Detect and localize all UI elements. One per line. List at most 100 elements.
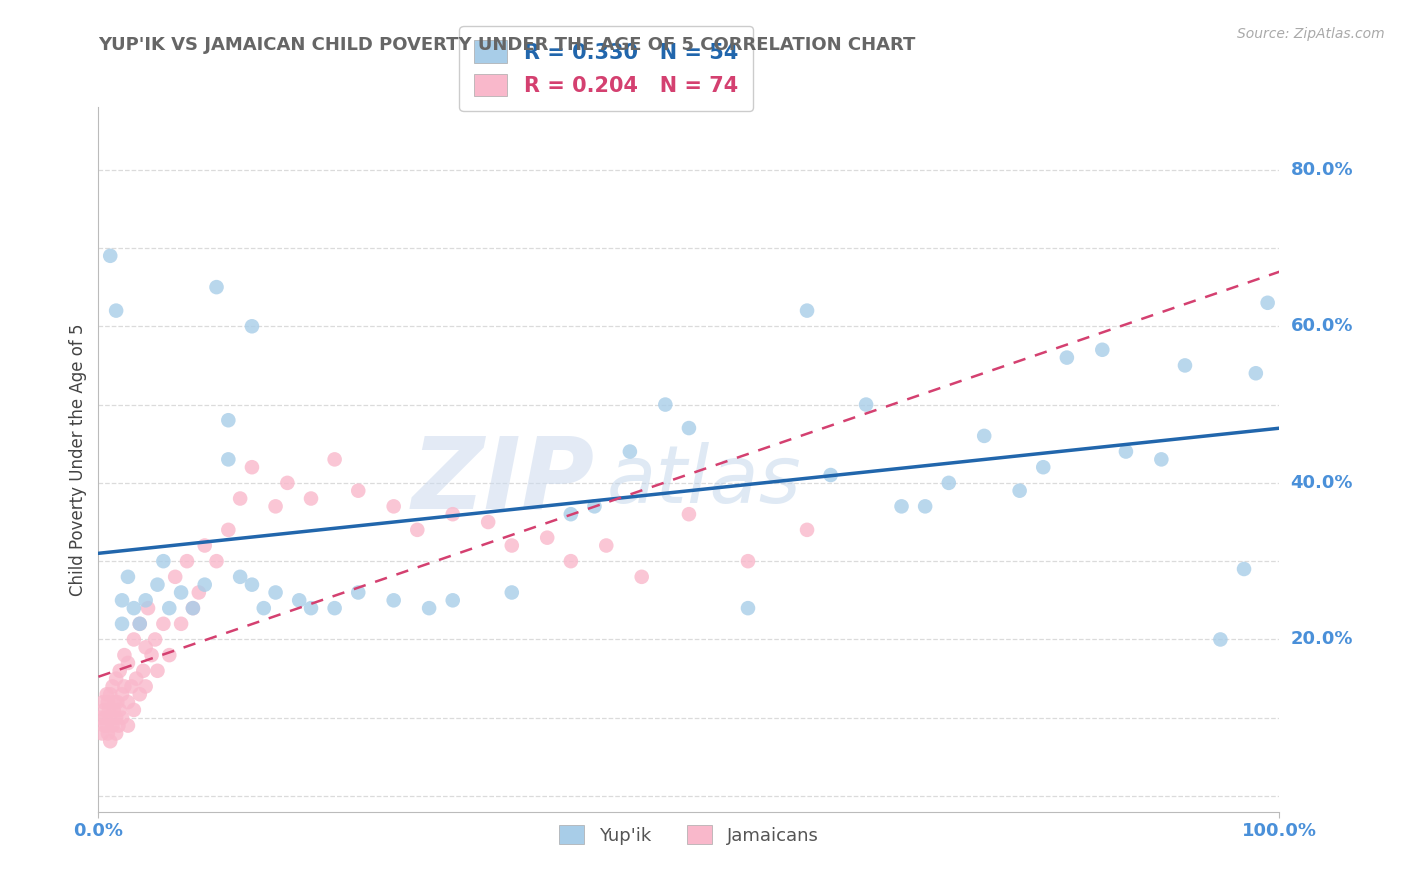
Point [152,554,174,568]
Point [117,718,139,732]
Point [90,711,112,725]
Point [165,570,187,584]
Text: atlas: atlas [606,442,801,519]
Point [181,601,204,615]
Text: 60.0%: 60.0% [1291,318,1353,335]
Point [112,648,135,662]
Point [98,711,121,725]
Point [229,491,252,506]
Point [406,523,429,537]
Point [103,703,125,717]
Point [217,523,239,537]
Point [630,570,652,584]
Point [101,680,124,694]
Point [477,515,499,529]
Point [382,593,405,607]
Point [205,554,228,568]
Point [501,585,523,599]
Point [98,734,121,748]
Point [108,703,131,717]
Point [1233,562,1256,576]
Text: Source: ZipAtlas.com: Source: ZipAtlas.com [1237,27,1385,41]
Point [157,601,180,615]
Point [93,703,115,717]
Point [117,695,139,709]
Point [583,500,606,514]
Point [111,616,134,631]
Point [91,726,114,740]
Point [146,577,169,591]
Point [820,468,842,483]
Point [855,398,877,412]
Point [146,664,169,678]
Point [654,398,676,412]
Point [205,280,228,294]
Point [1209,632,1232,647]
Point [128,616,150,631]
Point [91,695,114,709]
Point [128,687,150,701]
Point [93,718,115,732]
Point [105,711,128,725]
Text: 20.0%: 20.0% [1291,631,1353,648]
Point [122,632,145,647]
Point [678,507,700,521]
Point [125,672,148,686]
Point [347,585,370,599]
Point [217,413,239,427]
Point [288,593,311,607]
Point [108,664,131,678]
Point [107,718,129,732]
Point [441,507,464,521]
Point [737,554,759,568]
Point [136,601,159,615]
Point [560,554,582,568]
Point [418,601,440,615]
Point [973,429,995,443]
Point [299,491,322,506]
Legend: Yup'ik, Jamaicans: Yup'ik, Jamaicans [553,818,825,852]
Point [1056,351,1078,365]
Point [117,656,139,670]
Point [240,319,263,334]
Point [98,249,121,263]
Point [105,726,128,740]
Point [501,539,523,553]
Point [117,570,139,584]
Point [796,303,818,318]
Point [98,703,121,717]
Point [111,593,134,607]
Point [96,718,118,732]
Point [1150,452,1173,467]
Text: ZIP: ZIP [412,432,595,529]
Point [105,303,128,318]
Point [890,500,912,514]
Point [157,648,180,662]
Point [441,593,464,607]
Point [96,687,118,701]
Point [122,601,145,615]
Point [1115,444,1137,458]
Point [104,695,127,709]
Point [143,632,166,647]
Point [132,664,155,678]
Point [170,616,193,631]
Point [217,452,239,467]
Point [253,601,276,615]
Point [382,500,405,514]
Point [121,680,143,694]
Point [98,687,121,701]
Point [240,577,263,591]
Point [240,460,263,475]
Point [323,452,346,467]
Point [122,703,145,717]
Point [938,475,960,490]
Point [299,601,322,615]
Point [105,672,128,686]
Point [105,695,128,709]
Point [264,500,287,514]
Point [276,475,298,490]
Point [128,616,150,631]
Point [141,648,163,662]
Point [264,585,287,599]
